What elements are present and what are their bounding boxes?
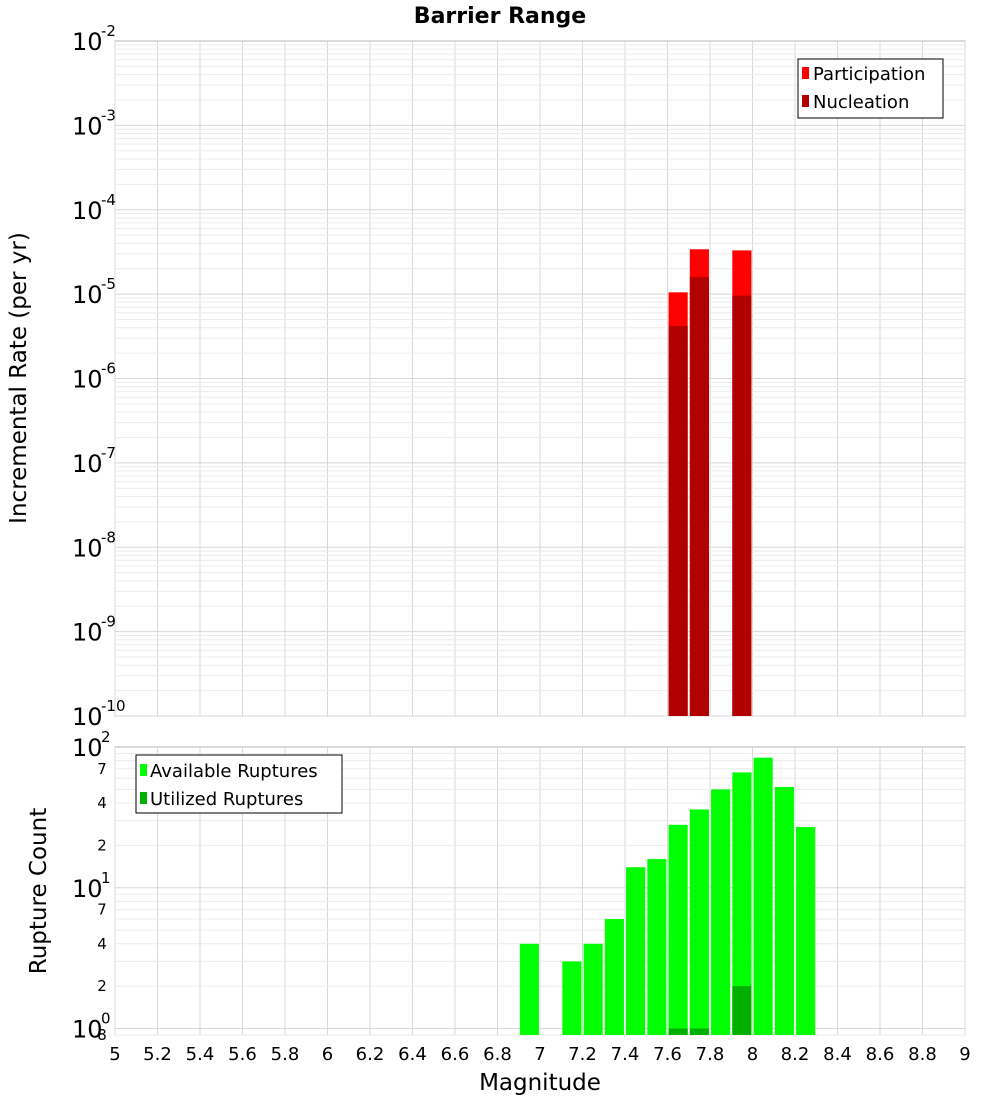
rate-y-tick-exponent: -2 (101, 22, 116, 40)
x-tick-label: 5 (109, 1044, 120, 1065)
chart-title: Barrier Range (414, 4, 586, 29)
count-y-tick-exponent: 0 (101, 1010, 111, 1028)
available-ruptures-bar (753, 757, 773, 1035)
available-ruptures-bar (626, 867, 646, 1035)
x-axis-label: Magnitude (479, 1070, 601, 1096)
count-y-tick-label: 10 (72, 734, 103, 762)
rate-y-tick-exponent: -8 (101, 528, 116, 546)
available-ruptures-bar (774, 786, 794, 1035)
x-tick-label: 9 (959, 1044, 970, 1065)
utilized-legend-swatch (140, 792, 147, 804)
available-ruptures-bar (647, 859, 667, 1035)
rate-bars (668, 249, 752, 717)
rate-y-tick-label: 10 (72, 366, 103, 394)
rate-y-tick-exponent: -9 (101, 613, 116, 631)
rate-y-tick-label: 10 (72, 28, 103, 56)
rate-y-tick-exponent: -7 (101, 444, 116, 462)
x-tick-label: 5.8 (271, 1044, 300, 1065)
rate-y-tick-label: 10 (72, 534, 103, 562)
rate-legend: Participation Nucleation (797, 58, 944, 119)
nucleation-bar (668, 325, 688, 716)
participation-legend-swatch (802, 67, 809, 79)
available-ruptures-bar (732, 772, 752, 1035)
nucleation-bar (689, 276, 709, 716)
x-tick-label: 6.2 (356, 1044, 385, 1065)
nucleation-bar (732, 295, 752, 716)
nucleation-legend-label: Nucleation (813, 92, 909, 113)
count-grid (114, 747, 966, 1036)
count-legend: Available Ruptures Utilized Ruptures (135, 754, 343, 814)
count-y-tick-label: 10 (72, 875, 103, 903)
rate-legend-box (797, 58, 944, 119)
x-tick-label: 6.6 (441, 1044, 470, 1065)
count-bars (519, 757, 816, 1035)
count-y-axis-label: Rupture Count (26, 808, 52, 974)
x-tick-label: 8.4 (823, 1044, 852, 1065)
utilized-ruptures-bar (689, 1028, 709, 1035)
x-tick-label: 6.8 (483, 1044, 512, 1065)
count-y-minor-tick-label: 4 (97, 794, 107, 812)
x-tick-label: 8 (747, 1044, 758, 1065)
rate-y-tick-exponent: -4 (101, 191, 116, 209)
utilized-ruptures-bar (732, 986, 752, 1035)
count-y-tick-exponent: 1 (101, 869, 111, 887)
available-legend-label: Available Ruptures (150, 761, 318, 782)
count-y-minor-tick-label: 2 (97, 977, 107, 995)
x-tick-label: 5.4 (186, 1044, 215, 1065)
rate-y-tick-label: 10 (72, 281, 103, 309)
available-ruptures-bar (519, 943, 539, 1035)
rate-grid (114, 41, 966, 717)
rate-y-axis-label: Incremental Rate (per yr) (6, 232, 32, 524)
x-tick-label: 7.2 (568, 1044, 597, 1065)
available-legend-swatch (140, 764, 147, 776)
available-ruptures-bar (583, 943, 603, 1035)
rate-y-tick-label: 10 (72, 619, 103, 647)
count-y-minor-tick-label: 7 (97, 760, 107, 778)
rate-y-tick-label: 10 (72, 197, 103, 225)
count-y-minor-tick-label: 8 (97, 1026, 107, 1044)
utilized-ruptures-bar (668, 1028, 688, 1035)
rate-y-tick-exponent: -6 (101, 360, 116, 378)
available-ruptures-bar (689, 809, 709, 1035)
nucleation-legend-swatch (802, 95, 809, 107)
x-tick-label: 5.2 (143, 1044, 172, 1065)
x-tick-label: 5.6 (228, 1044, 257, 1065)
rate-y-tick-label: 10 (72, 703, 103, 731)
x-tick-label: 6.4 (398, 1044, 427, 1065)
rate-y-tick-label: 10 (72, 112, 103, 140)
count-y-tick-exponent: 2 (101, 728, 111, 746)
rate-y-tick-exponent: -10 (101, 697, 126, 715)
x-tick-label: 8.2 (781, 1044, 810, 1065)
available-ruptures-bar (562, 961, 582, 1035)
rate-y-tick-exponent: -5 (101, 275, 116, 293)
count-y-tick-label: 10 (72, 1016, 103, 1044)
x-tick-label: 7.8 (696, 1044, 725, 1065)
participation-legend-label: Participation (813, 64, 925, 85)
count-y-minor-tick-label: 2 (97, 836, 107, 854)
x-tick-label: 7.4 (611, 1044, 640, 1065)
available-ruptures-bar (796, 827, 816, 1035)
count-x-ticks: 5 5.2 5.4 5.6 5.8 6 6.2 6.4 6.6 6.8 7 7.2 7.4 7.6 7.8 8… (109, 1044, 970, 1065)
x-tick-label: 8.6 (866, 1044, 895, 1065)
x-tick-label: 8.8 (908, 1044, 937, 1065)
count-y-minor-tick-label: 7 (97, 901, 107, 919)
rate-y-tick-label: 10 (72, 450, 103, 478)
x-tick-label: 7 (534, 1044, 545, 1065)
available-ruptures-bar (668, 824, 688, 1035)
x-tick-label: 7.6 (653, 1044, 682, 1065)
count-y-minor-tick-label: 4 (97, 935, 107, 953)
utilized-legend-label: Utilized Ruptures (150, 789, 303, 810)
x-tick-label: 6 (322, 1044, 333, 1065)
available-ruptures-bar (604, 919, 624, 1035)
count-legend-box (135, 754, 343, 814)
rate-y-tick-exponent: -3 (101, 106, 116, 124)
available-ruptures-bar (711, 789, 731, 1035)
